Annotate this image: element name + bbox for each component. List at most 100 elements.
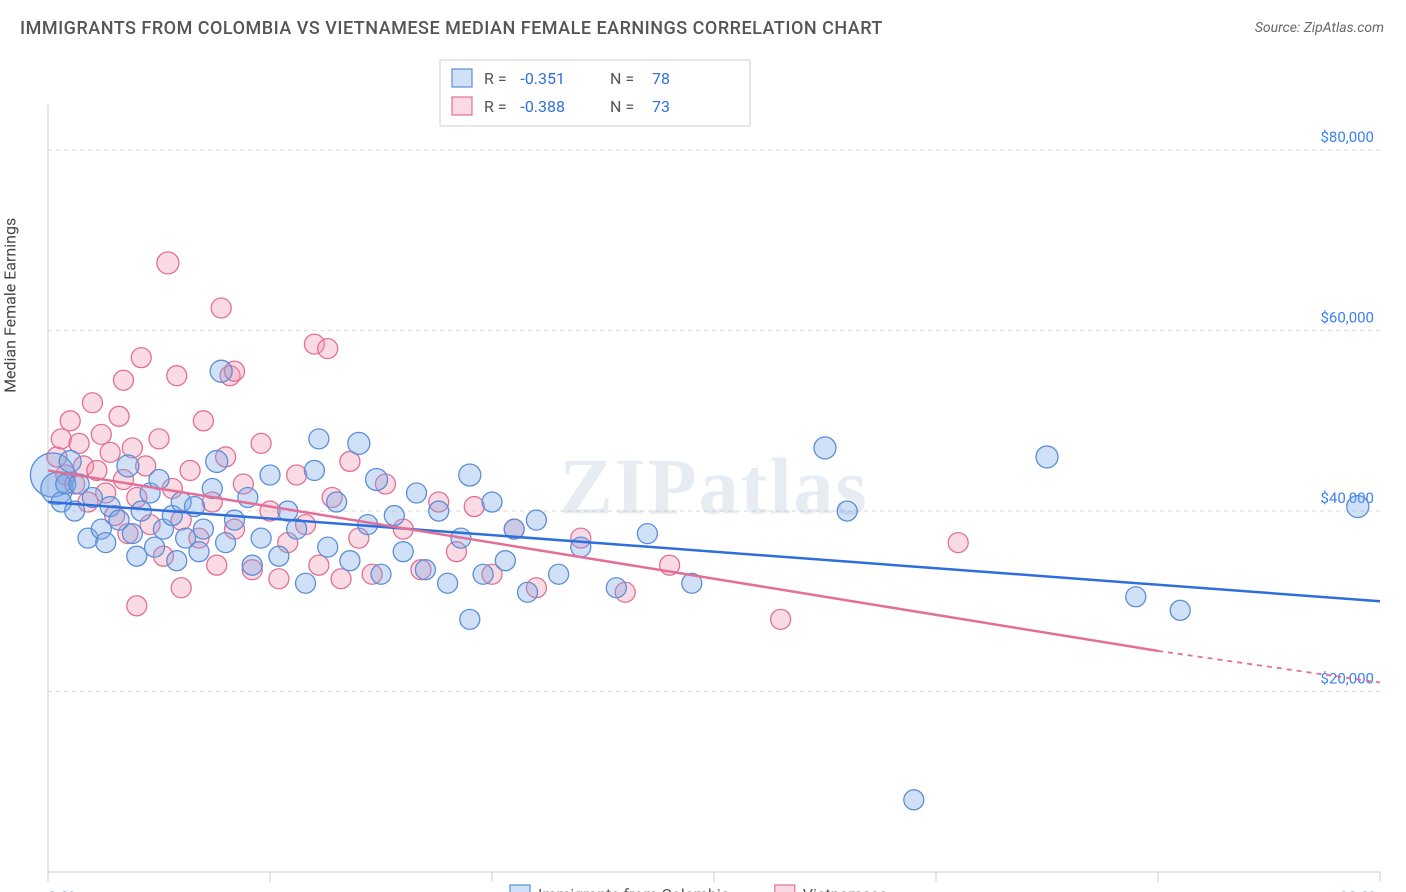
- data-point-vietnamese: [82, 393, 102, 413]
- data-point-vietnamese: [109, 406, 129, 426]
- data-point-colombia: [304, 460, 324, 480]
- data-point-colombia: [393, 542, 413, 562]
- data-point-vietnamese: [51, 429, 71, 449]
- data-point-vietnamese: [318, 339, 338, 359]
- chart-container: IMMIGRANTS FROM COLOMBIA VS VIETNAMESE M…: [0, 0, 1406, 892]
- data-point-vietnamese: [207, 555, 227, 575]
- data-point-colombia: [438, 573, 458, 593]
- legend-n-label: N =: [610, 97, 634, 116]
- data-point-vietnamese: [180, 460, 200, 480]
- data-point-colombia: [1036, 446, 1058, 468]
- data-point-vietnamese: [91, 424, 111, 444]
- data-point-colombia: [460, 609, 480, 629]
- trendline-extrap-vietnamese: [1158, 651, 1380, 683]
- data-point-vietnamese: [127, 596, 147, 616]
- bottom-legend-label: Immigrants from Colombia: [538, 885, 730, 892]
- data-point-colombia: [348, 432, 370, 454]
- data-point-colombia: [1126, 587, 1146, 607]
- data-point-colombia: [384, 506, 404, 526]
- data-point-vietnamese: [331, 569, 351, 589]
- data-point-colombia: [189, 542, 209, 562]
- x-max-label: 30.0%: [1340, 888, 1380, 892]
- data-point-colombia: [296, 573, 316, 593]
- data-point-vietnamese: [193, 411, 213, 431]
- bottom-legend-swatch: [775, 885, 795, 892]
- legend-r-label: R =: [484, 97, 507, 116]
- data-point-colombia: [318, 537, 338, 557]
- data-point-vietnamese: [131, 348, 151, 368]
- data-point-colombia: [526, 510, 546, 530]
- data-point-colombia: [59, 450, 81, 472]
- data-point-colombia: [269, 546, 289, 566]
- data-point-colombia: [366, 468, 388, 490]
- data-point-colombia: [260, 465, 280, 485]
- data-point-colombia: [459, 464, 481, 486]
- legend-swatch-vietnamese: [452, 97, 472, 115]
- data-point-vietnamese: [948, 533, 968, 553]
- data-point-vietnamese: [309, 555, 329, 575]
- data-point-colombia: [242, 555, 262, 575]
- data-point-vietnamese: [100, 442, 120, 462]
- data-point-vietnamese: [157, 252, 179, 274]
- chart-title: IMMIGRANTS FROM COLOMBIA VS VIETNAMESE M…: [20, 18, 883, 39]
- data-point-colombia: [482, 492, 502, 512]
- data-point-colombia: [96, 533, 116, 553]
- bottom-legend-swatch: [510, 885, 530, 892]
- data-point-vietnamese: [211, 298, 231, 318]
- data-point-vietnamese: [167, 366, 187, 386]
- data-point-colombia: [251, 528, 271, 548]
- data-point-colombia: [429, 501, 449, 521]
- legend-n-value-colombia: 78: [652, 69, 670, 88]
- data-point-colombia: [518, 582, 538, 602]
- data-point-vietnamese: [113, 370, 133, 390]
- legend-r-value-colombia: -0.351: [520, 69, 565, 88]
- data-point-colombia: [206, 450, 228, 472]
- data-point-vietnamese: [149, 429, 169, 449]
- data-point-vietnamese: [171, 578, 191, 598]
- data-point-vietnamese: [269, 569, 289, 589]
- data-point-colombia: [340, 551, 360, 571]
- legend-r-value-vietnamese: -0.388: [520, 97, 565, 116]
- data-point-colombia: [495, 551, 515, 571]
- legend-r-label: R =: [484, 69, 507, 88]
- legend-n-value-vietnamese: 73: [652, 97, 670, 116]
- data-point-colombia: [415, 560, 435, 580]
- chart-area: Median Female Earnings $20,000$40,000$60…: [0, 50, 1406, 892]
- data-point-vietnamese: [251, 433, 271, 453]
- data-point-colombia: [145, 537, 165, 557]
- data-point-colombia: [210, 360, 232, 382]
- data-point-colombia: [904, 790, 924, 810]
- data-point-colombia: [473, 564, 493, 584]
- data-point-colombia: [327, 492, 347, 512]
- data-point-colombia: [122, 524, 142, 544]
- data-point-colombia: [814, 437, 836, 459]
- data-point-vietnamese: [464, 497, 484, 517]
- data-point-colombia: [407, 483, 427, 503]
- data-point-colombia: [837, 501, 857, 521]
- data-point-vietnamese: [60, 411, 80, 431]
- legend-swatch-colombia: [452, 69, 472, 87]
- source-attribution: Source: ZipAtlas.com: [1255, 20, 1384, 36]
- data-point-colombia: [127, 546, 147, 566]
- y-tick-label: $60,000: [1320, 309, 1374, 327]
- data-point-colombia: [193, 519, 213, 539]
- data-point-colombia: [637, 524, 657, 544]
- y-axis-label: Median Female Earnings: [1, 218, 20, 393]
- data-point-colombia: [606, 578, 626, 598]
- data-point-colombia: [1170, 600, 1190, 620]
- chart-svg: $20,000$40,000$60,000$80,0000.0%30.0%ZIP…: [0, 50, 1406, 892]
- data-point-colombia: [117, 455, 139, 477]
- data-point-colombia: [549, 564, 569, 584]
- data-point-colombia: [1347, 496, 1369, 518]
- data-point-colombia: [224, 510, 244, 530]
- data-point-colombia: [309, 429, 329, 449]
- data-point-colombia: [216, 533, 236, 553]
- data-point-vietnamese: [771, 609, 791, 629]
- legend-n-label: N =: [610, 69, 634, 88]
- bottom-legend-label: Vietnamese: [803, 885, 888, 892]
- data-point-colombia: [371, 564, 391, 584]
- data-point-vietnamese: [287, 465, 307, 485]
- data-point-colombia: [167, 551, 187, 571]
- data-point-colombia: [131, 501, 151, 521]
- y-tick-label: $80,000: [1320, 128, 1374, 146]
